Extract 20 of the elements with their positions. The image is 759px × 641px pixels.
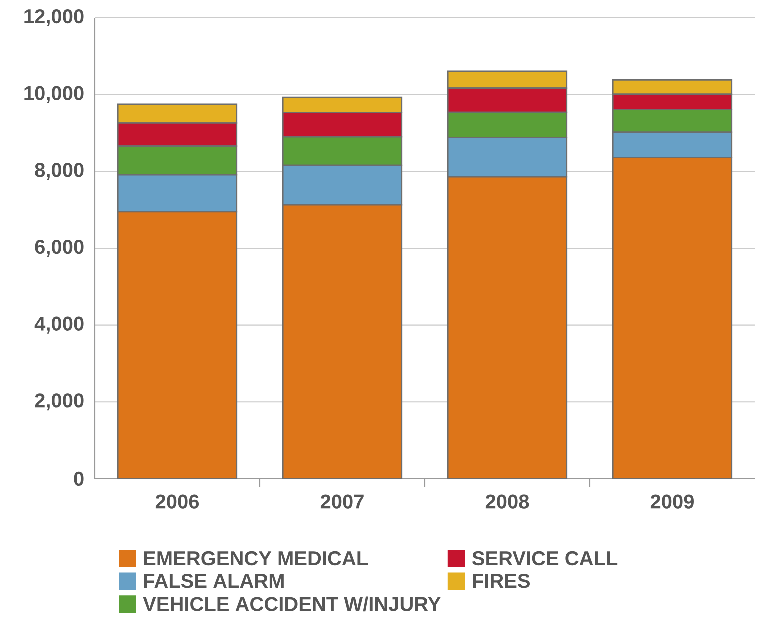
x-tick-label: 2008 [486, 494, 530, 509]
x-tick-label: 2009 [650, 494, 694, 509]
y-tick-label: 10,000 [24, 86, 84, 104]
bar [282, 204, 403, 479]
legend-label: FIRES [473, 574, 530, 588]
y-tick-label: 12,000 [24, 9, 84, 27]
legend-label: SERVICE CALL [472, 551, 618, 566]
bar [447, 176, 568, 479]
y-tick-label: 6,000 [35, 240, 84, 258]
bar [117, 211, 238, 479]
y-tick-label: 8,000 [35, 163, 84, 180]
bar [612, 157, 733, 479]
y-tick-label: 4,000 [34, 316, 84, 334]
legend-label: FALSE ALARM [144, 574, 284, 588]
legend-label: VEHICLE ACCIDENT W/INJURY [143, 596, 441, 612]
x-tick-label: 2007 [320, 494, 364, 509]
y-tick-label: 2,000 [35, 394, 84, 411]
x-tick-label: 2006 [156, 494, 200, 509]
legend-label: EMERGENCY MEDICAL [144, 551, 368, 566]
y-tick-label: 0 [74, 472, 84, 486]
